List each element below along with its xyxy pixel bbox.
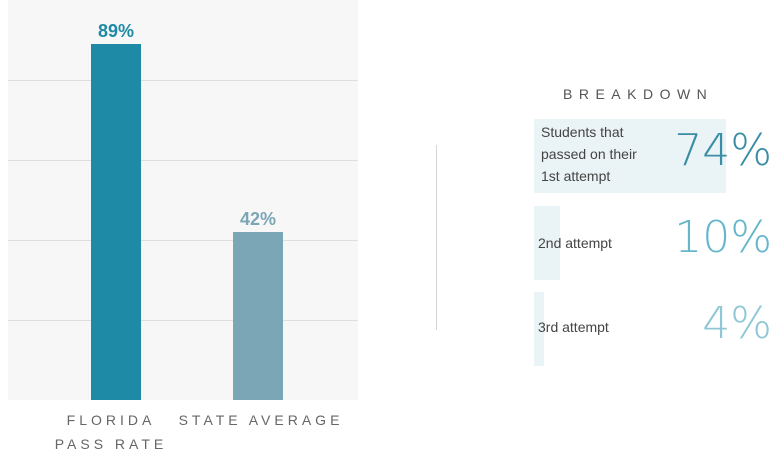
gridline [8, 160, 358, 161]
bar-state [233, 232, 283, 400]
breakdown-label-line: Students that [541, 124, 624, 140]
category-label-florida-line2: PASS RATE [54, 436, 168, 452]
category-label-state: STATE AVERAGE [176, 408, 346, 432]
bar-chart-panel: 89% 42% [8, 0, 358, 400]
gridline [8, 320, 358, 321]
breakdown-bar-2 [534, 206, 560, 280]
category-label-florida: FLORIDA PASS RATE [46, 408, 176, 456]
breakdown-bar-1 [534, 119, 726, 193]
bar-value-label-state: 42% [239, 209, 277, 229]
breakdown-value-3: 4% [702, 298, 772, 349]
bar-value-label-florida: 89% [97, 21, 135, 41]
gridline [8, 240, 358, 241]
category-label-florida-line1: FLORIDA [66, 412, 156, 428]
breakdown-value-1: 74% [674, 125, 772, 176]
breakdown-value-2: 10% [674, 212, 772, 263]
bar-florida [91, 44, 141, 400]
section-divider [436, 145, 437, 330]
breakdown-label-line: 1st attempt [541, 168, 611, 184]
breakdown-label-2: 2nd attempt [538, 232, 612, 254]
breakdown-label-1: Students that passed on their 1st attempt [541, 121, 637, 187]
breakdown-title: BREAKDOWN [563, 86, 714, 102]
breakdown-label-line: 2nd attempt [538, 235, 612, 251]
category-label-state-text: STATE AVERAGE [178, 412, 344, 428]
breakdown-label-line: 3rd attempt [538, 319, 609, 335]
gridline [8, 80, 358, 81]
breakdown-bar-3 [534, 292, 544, 366]
breakdown-label-line: passed on their [541, 146, 637, 162]
breakdown-label-3: 3rd attempt [538, 316, 609, 338]
